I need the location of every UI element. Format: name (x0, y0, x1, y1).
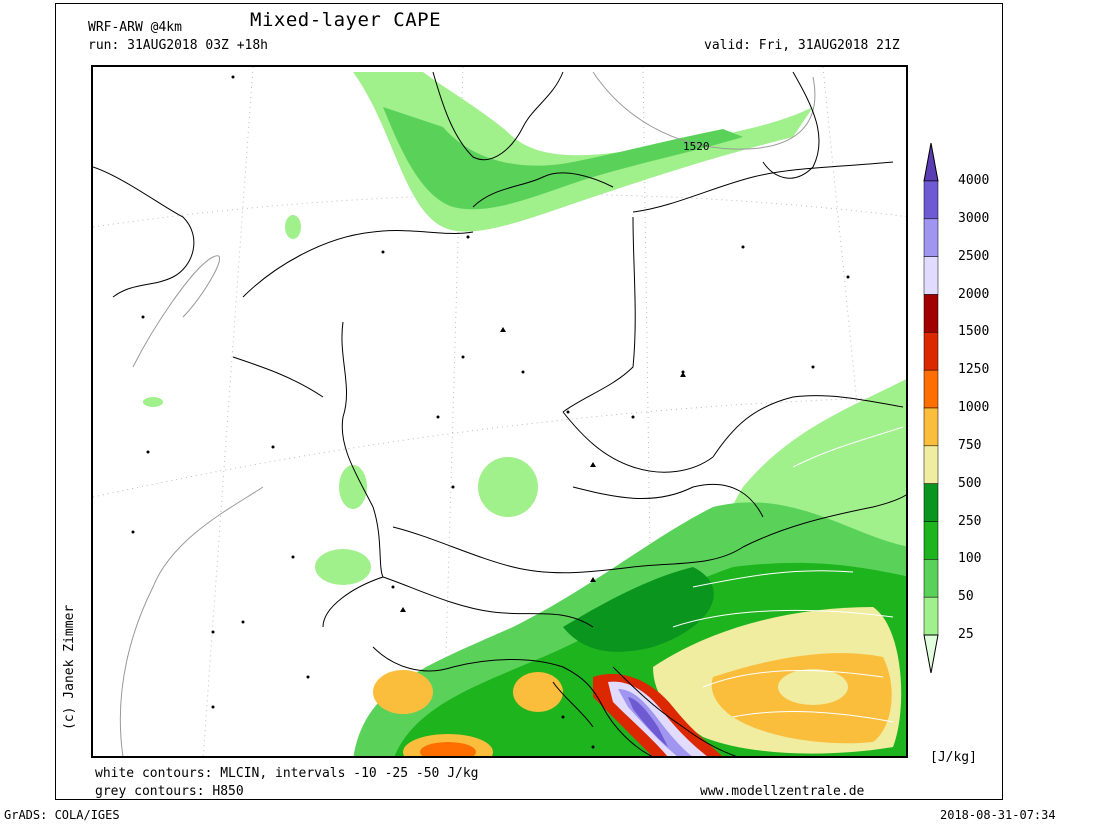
run-label: run: 31AUG2018 03Z +18h (88, 38, 269, 53)
legend-level-label: 25 (958, 627, 974, 642)
legend-level-label: 1250 (958, 362, 990, 378)
legend-arrow-bottom (923, 634, 939, 673)
legend-arrow-top (923, 143, 939, 182)
coastlines-borders (93, 71, 906, 756)
legend-level-label: 750 (958, 437, 982, 453)
grads-label: GrADS: COLA/IGES (4, 808, 120, 822)
plot-frame (55, 3, 1003, 800)
map-graphic: 1520 (93, 67, 906, 756)
legend-bar (923, 143, 939, 673)
contour-label: 1520 (683, 140, 710, 153)
model-label: WRF-ARW @4km (88, 20, 182, 35)
legend-swatch (923, 445, 939, 484)
legend-level-label: 1500 (958, 324, 990, 340)
legend-level-label: 2000 (958, 286, 990, 302)
station-dots (131, 75, 850, 749)
legend-swatch (923, 596, 939, 636)
legend-level-label: 500 (958, 475, 982, 491)
cape-shading (143, 72, 906, 756)
legend-swatch (923, 256, 939, 295)
legend-swatch (923, 483, 939, 522)
legend-level-label: 1000 (958, 400, 990, 415)
timestamp-label: 2018-08-31-07:34 (940, 808, 1056, 822)
legend-level-label: 3000 (958, 210, 990, 226)
mlcin-contours (672, 426, 904, 723)
h850-contours (119, 71, 816, 756)
legend-unit: [J/kg] (930, 750, 977, 765)
legend-level-label: 4000 (958, 173, 990, 188)
legend-swatch (923, 332, 939, 371)
legend-level-label: 2500 (958, 248, 990, 264)
color-legend: 25 50 100 250 500 750 1000 1250 1500 2000 2500 3000… (920, 143, 1010, 673)
white-contours-note: white contours: MLCIN, intervals -10 -25… (95, 766, 479, 781)
website-link[interactable]: www.modellzentrale.de (700, 784, 865, 799)
legend-swatch (923, 180, 939, 220)
map-title: Mixed-layer CAPE (250, 9, 442, 31)
legend-swatch (923, 521, 939, 560)
credit-label: (c) Janek Zimmer (62, 604, 77, 730)
grey-contours-note: grey contours: H850 (95, 784, 244, 799)
legend-swatch (923, 294, 939, 333)
legend-swatch (923, 559, 939, 598)
legend-swatch (923, 218, 939, 257)
legend-level-label: 250 (958, 513, 982, 529)
valid-label: valid: Fri, 31AUG2018 21Z (704, 38, 900, 53)
legend-swatch (923, 369, 939, 409)
cape-map: 1520 (91, 65, 908, 758)
legend-swatch (923, 407, 939, 447)
legend-level-label: 100 (958, 551, 982, 567)
legend-level-label: 50 (958, 589, 974, 605)
